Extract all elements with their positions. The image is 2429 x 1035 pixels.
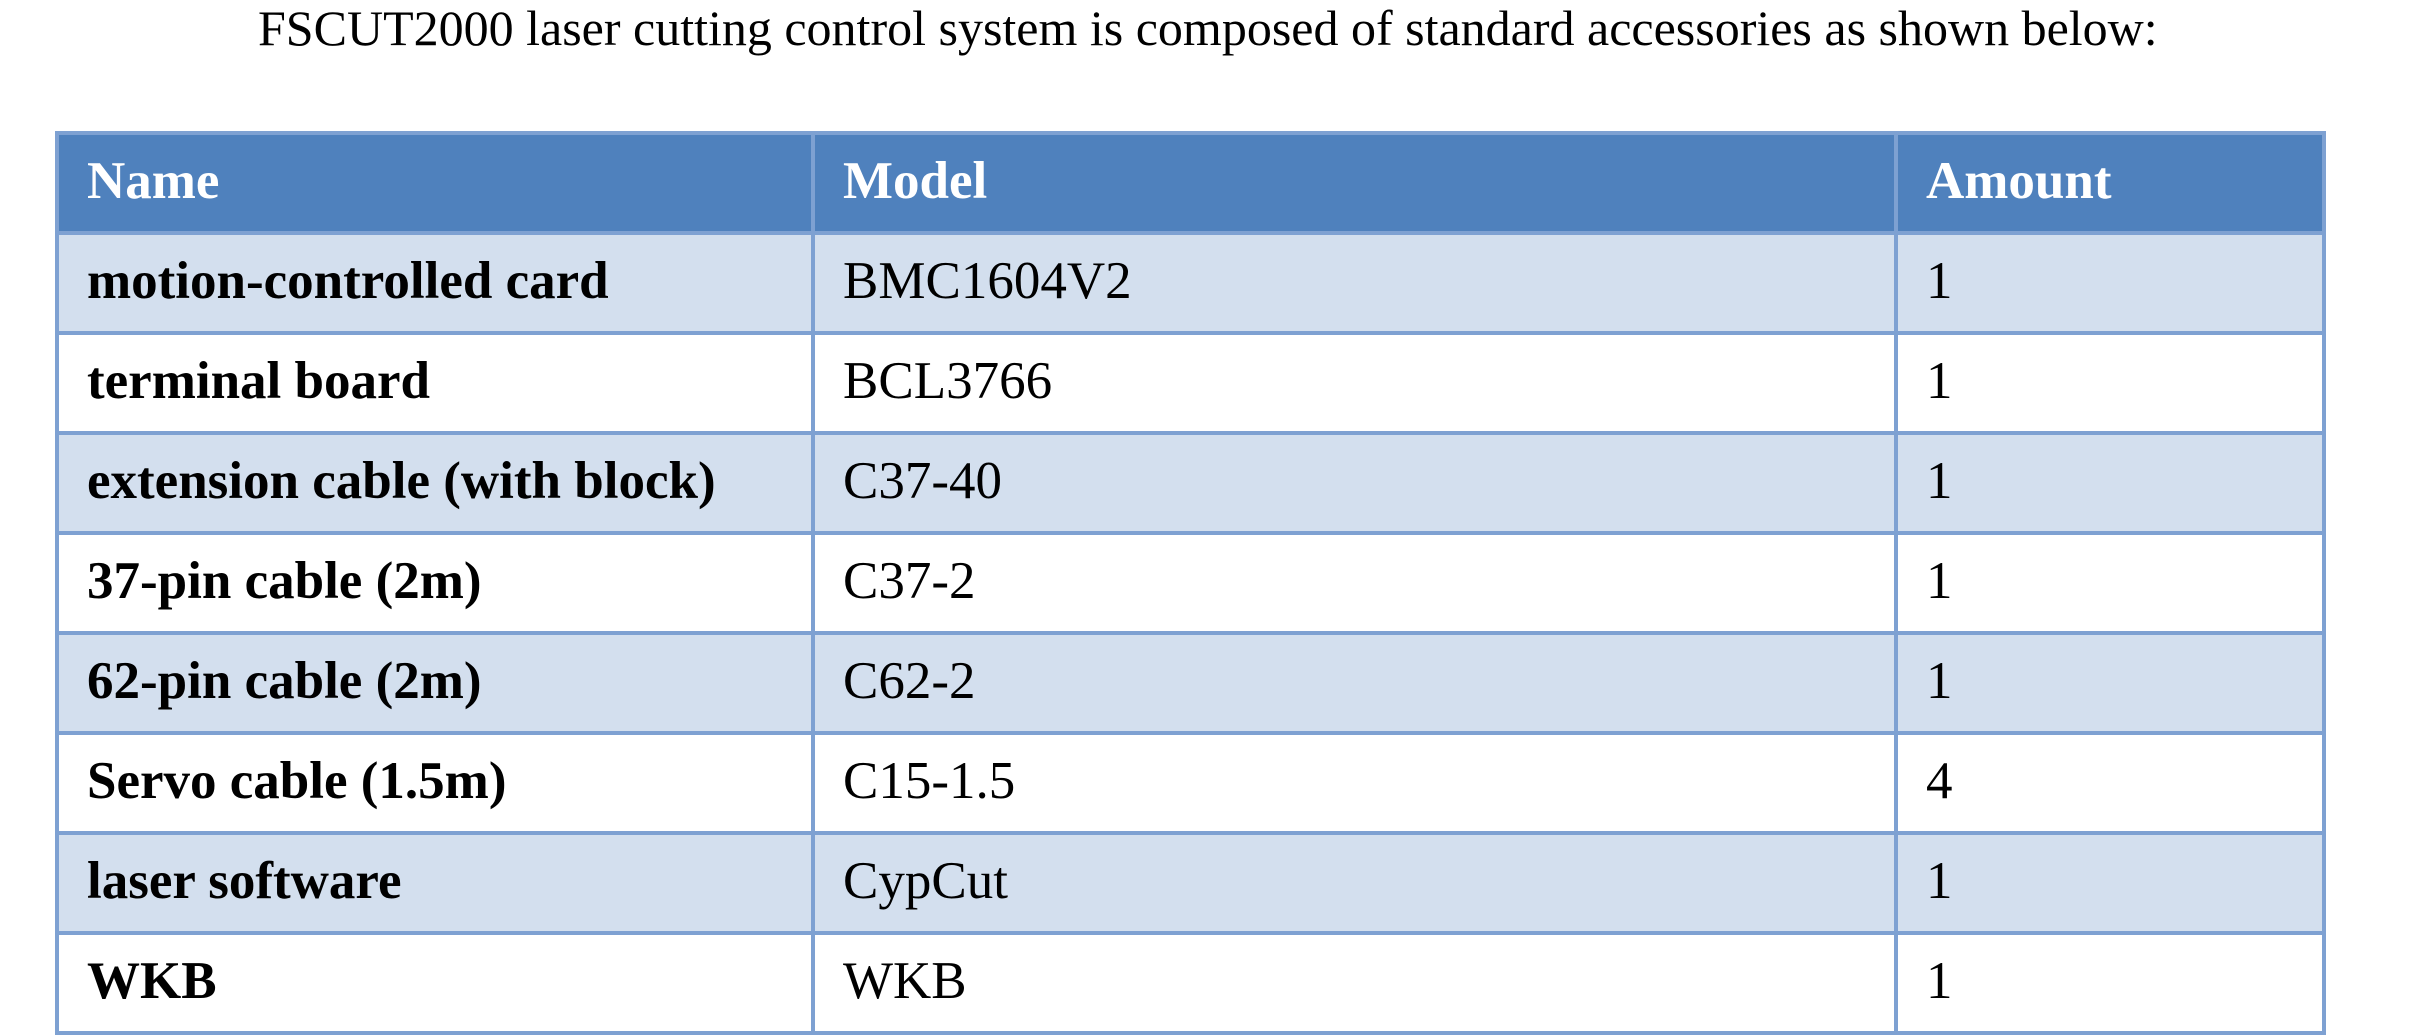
table-cell: CypCut xyxy=(811,831,1898,935)
intro-text: FSCUT2000 laser cutting control system i… xyxy=(258,0,2158,56)
table-cell: motion-controlled card xyxy=(55,231,815,335)
table-cell: 1 xyxy=(1894,631,2326,735)
table-cell: BMC1604V2 xyxy=(811,231,1898,335)
table-cell: extension cable (with block) xyxy=(55,431,815,535)
header-row: Name Model Amount xyxy=(55,131,2326,235)
table-cell: WKB xyxy=(811,931,1898,1035)
table-row: motion-controlled card BMC1604V2 1 xyxy=(55,231,2326,335)
table-cell: 1 xyxy=(1894,831,2326,935)
table-cell: C62-2 xyxy=(811,631,1898,735)
table-cell: C15-1.5 xyxy=(811,731,1898,835)
table-cell: 1 xyxy=(1894,531,2326,635)
table-body: motion-controlled card BMC1604V2 1 terminal… xyxy=(55,231,2326,1035)
table-cell: laser software xyxy=(55,831,815,935)
table-cell: 62-pin cable (2m) xyxy=(55,631,815,735)
table-cell: 1 xyxy=(1894,231,2326,335)
table-cell: C37-40 xyxy=(811,431,1898,535)
table-cell: terminal board xyxy=(55,331,815,435)
table-cell: 1 xyxy=(1894,331,2326,435)
header-cell: Amount xyxy=(1894,131,2326,235)
table-row: Servo cable (1.5m) C15-1.5 4 xyxy=(55,731,2326,835)
table-cell: 1 xyxy=(1894,431,2326,535)
table-cell: Servo cable (1.5m) xyxy=(55,731,815,835)
table-row: extension cable (with block) C37-40 1 xyxy=(55,431,2326,535)
table-row: 37-pin cable (2m) C37-2 1 xyxy=(55,531,2326,635)
accessories-table: Name Model Amount motion-controlled card BM… xyxy=(55,131,2326,1035)
table-cell: 37-pin cable (2m) xyxy=(55,531,815,635)
table-cell: 1 xyxy=(1894,931,2326,1035)
table-row: WKB WKB 1 xyxy=(55,931,2326,1035)
header-cell: Model xyxy=(811,131,1898,235)
table-cell: 4 xyxy=(1894,731,2326,835)
table-cell: BCL3766 xyxy=(811,331,1898,435)
table-row: terminal board BCL3766 1 xyxy=(55,331,2326,435)
table-cell: WKB xyxy=(55,931,815,1035)
page: {"intro": "FSCUT2000 laser cutting contr… xyxy=(55,0,2326,1035)
table-row: 62-pin cable (2m) C62-2 1 xyxy=(55,631,2326,735)
table-row: laser software CypCut 1 xyxy=(55,831,2326,935)
table-cell: C37-2 xyxy=(811,531,1898,635)
header-cell: Name xyxy=(55,131,815,235)
